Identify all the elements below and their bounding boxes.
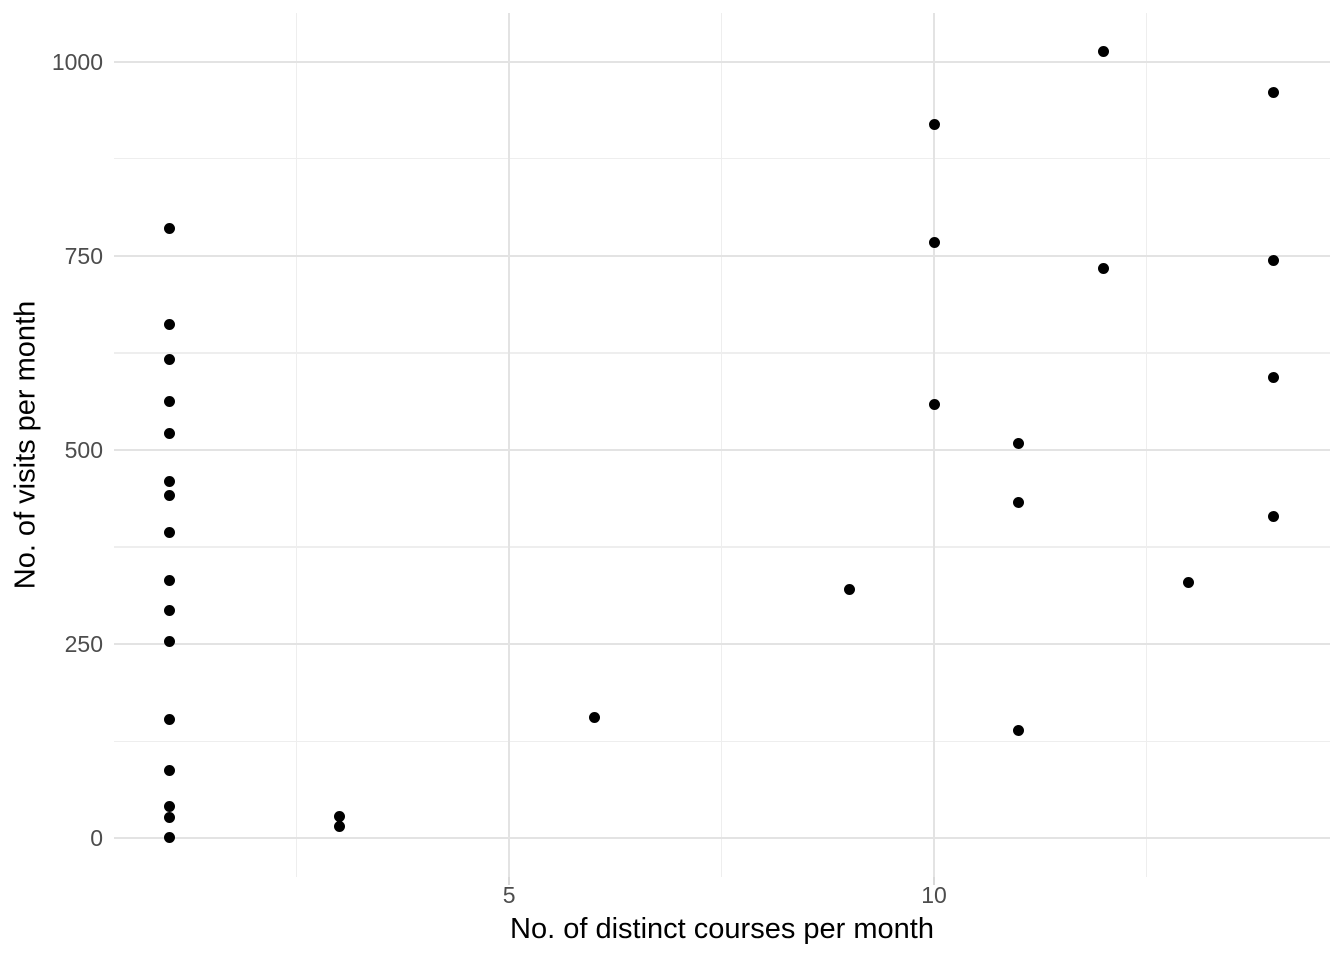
x-tick-mark: [508, 877, 511, 885]
x-minor-gridline: [295, 13, 298, 877]
data-point: [333, 811, 345, 823]
y-tick-label: 250: [64, 631, 103, 658]
data-point: [1013, 437, 1025, 449]
y-major-gridline: [114, 449, 1330, 452]
x-tick-label: 10: [921, 882, 947, 908]
data-point: [1183, 576, 1195, 588]
data-point: [928, 237, 940, 249]
data-point: [163, 714, 175, 726]
data-point: [843, 584, 855, 596]
y-axis-title: No. of visits per month: [9, 300, 42, 590]
data-point: [1268, 255, 1280, 266]
data-point: [163, 526, 175, 538]
data-point: [163, 476, 175, 488]
y-tick-label: 500: [64, 437, 103, 464]
data-point: [163, 223, 175, 235]
data-point: [163, 353, 175, 365]
data-point: [163, 764, 175, 776]
data-point: [1098, 262, 1110, 274]
x-tick-label: 5: [502, 882, 516, 908]
data-point: [928, 119, 940, 131]
data-point: [1268, 511, 1280, 523]
x-minor-gridline: [720, 13, 723, 877]
y-tick-label: 0: [90, 825, 103, 852]
data-point: [163, 605, 175, 617]
data-point: [1268, 87, 1280, 99]
x-axis-title: No. of distinct courses per month: [510, 913, 934, 945]
x-major-gridline: [508, 13, 511, 877]
x-tick-mark: [933, 877, 935, 885]
data-point: [163, 811, 175, 823]
data-point: [163, 428, 175, 440]
x-minor-gridline: [1145, 13, 1148, 877]
y-major-gridline: [114, 60, 1330, 63]
data-point: [163, 318, 175, 330]
data-point: [163, 396, 175, 408]
data-point: [163, 832, 175, 844]
data-point: [163, 489, 175, 501]
data-point: [1013, 497, 1025, 509]
data-point: [1098, 46, 1110, 58]
data-point: [928, 399, 940, 411]
y-tick-label: 750: [64, 242, 103, 269]
data-point: [163, 575, 175, 587]
plot-panel: [114, 13, 1330, 877]
data-point: [163, 801, 175, 813]
data-point: [1013, 724, 1025, 736]
x-major-gridline: [933, 13, 935, 877]
data-point: [163, 635, 175, 647]
y-major-gridline: [114, 254, 1330, 257]
y-major-gridline: [114, 837, 1330, 840]
data-point: [588, 711, 600, 723]
y-major-gridline: [114, 643, 1330, 646]
data-point: [1268, 371, 1280, 383]
y-tick-label: 1000: [51, 48, 103, 75]
data-point: [333, 821, 345, 833]
